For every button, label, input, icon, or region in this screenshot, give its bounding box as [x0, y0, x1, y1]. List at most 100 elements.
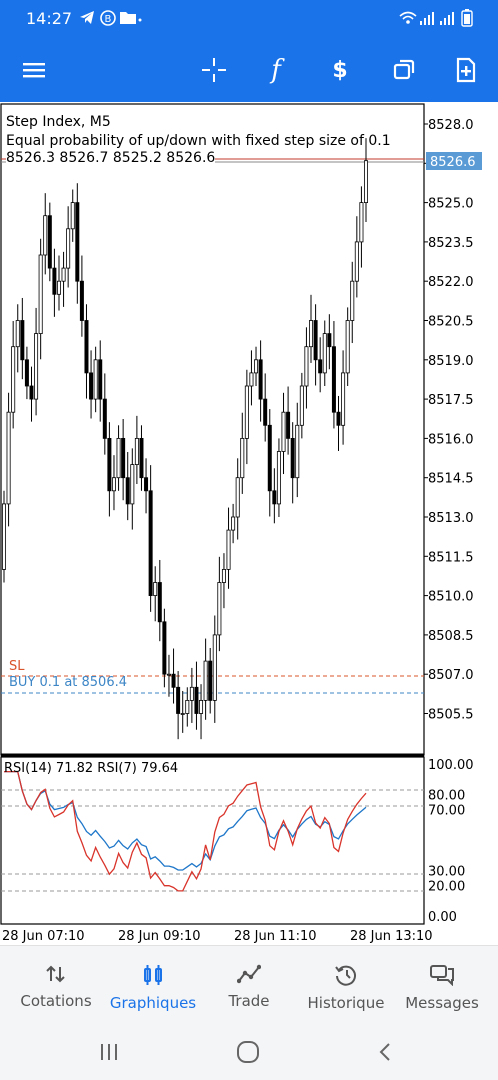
crosshair-button[interactable]: [196, 54, 232, 86]
nav-cotations[interactable]: Cotations: [14, 964, 98, 1010]
quotes-icon: [46, 965, 65, 983]
candle-body: [84, 320, 89, 374]
symbol-description: Equal probability of up/down with fixed …: [6, 133, 391, 149]
toolbar: f $: [0, 38, 498, 102]
candle-body: [194, 686, 199, 714]
rsi-title: RSI(14) 71.82 RSI(7) 79.64: [4, 761, 179, 776]
current-price-tag: [426, 152, 482, 170]
rsi-tick-label: 80.00: [428, 788, 465, 803]
charts-icon: [144, 965, 162, 985]
candle-body: [309, 320, 314, 348]
new-order-button[interactable]: [448, 54, 484, 86]
candle-body: [350, 280, 355, 321]
candle-body: [139, 437, 144, 479]
candle-body: [56, 280, 61, 295]
price-chart[interactable]: 8528.08526.58525.08523.58522.08520.58519…: [0, 102, 498, 945]
symbol-line: Step Index, M5: [6, 114, 111, 130]
candle-body: [272, 490, 277, 505]
candle-body: [226, 529, 231, 570]
chart-area[interactable]: 8528.08526.58525.08523.58522.08520.58519…: [0, 102, 498, 945]
candle-body: [208, 660, 213, 701]
nav-historique[interactable]: Historique: [302, 964, 390, 1012]
rsi-tick-label: 20.00: [428, 880, 465, 895]
candle-body: [212, 634, 217, 701]
candle-body: [102, 398, 107, 439]
candle-body: [2, 503, 7, 570]
price-tick-label: 8528.0: [428, 118, 474, 133]
candles-group: [2, 138, 368, 740]
candle-body: [89, 372, 94, 400]
price-tick-label: 8513.0: [428, 511, 474, 526]
rsi14-series: [4, 770, 367, 871]
nav-cotations-label: Cotations: [20, 992, 92, 1010]
crosshair-icon: [202, 58, 226, 82]
indicators-button[interactable]: f: [258, 54, 294, 86]
nav-graphiques[interactable]: Graphiques: [104, 964, 202, 1012]
candle-body: [125, 477, 130, 505]
function-icon: f: [271, 55, 281, 85]
home-button[interactable]: [228, 1037, 268, 1067]
candle-body: [171, 673, 176, 688]
price-tick-label: 8519.0: [428, 354, 474, 369]
candle-body: [286, 411, 291, 439]
candle-body: [345, 320, 350, 374]
candle-body: [244, 385, 249, 439]
windows-button[interactable]: [386, 54, 422, 86]
candle-body: [166, 673, 171, 676]
candle-body: [235, 477, 240, 518]
candle-body: [203, 660, 208, 701]
candle-body: [258, 359, 263, 400]
candle-body: [231, 516, 236, 531]
candle-body: [70, 202, 75, 230]
menu-button[interactable]: [16, 54, 52, 86]
candle-body: [318, 359, 323, 374]
candle-body: [327, 333, 332, 348]
nav-trade[interactable]: Trade: [218, 964, 280, 1010]
current-price-value: 8526.6: [430, 155, 476, 170]
candle-body: [107, 437, 112, 492]
candle-body: [148, 490, 153, 596]
back-button[interactable]: [366, 1037, 406, 1067]
candle-body: [290, 437, 295, 479]
rsi-tick-label: 30.00: [428, 864, 465, 879]
candle-body: [189, 686, 194, 701]
rsi-panel-frame: [0, 756, 425, 925]
sl-label: SL: [9, 659, 25, 674]
back-icon: [379, 1043, 390, 1061]
recent-apps-icon: [101, 1044, 117, 1060]
windows-icon: [393, 59, 415, 80]
time-tick-label: 28 Jun 11:10: [234, 929, 317, 944]
dollar-arrows-icon: $: [332, 57, 348, 83]
price-tick-label: 8507.0: [428, 668, 474, 683]
trade-button[interactable]: $: [322, 54, 358, 86]
candle-body: [34, 333, 39, 400]
telegram-icon: B: [80, 10, 142, 26]
price-tick-label: 8517.5: [428, 393, 474, 408]
nav-graphiques-label: Graphiques: [109, 994, 197, 1012]
candle-body: [313, 320, 318, 361]
time-tick-label: 28 Jun 09:10: [118, 929, 201, 944]
candle-body: [11, 346, 16, 413]
nav-historique-label: Historique: [307, 994, 385, 1012]
home-icon: [237, 1041, 259, 1063]
candle-body: [180, 713, 185, 715]
rsi-tick-label: 100.00: [428, 758, 474, 773]
recent-apps-button[interactable]: [89, 1037, 129, 1067]
bottom-navigation: Cotations Graphiques Trade Historique Me…: [0, 945, 498, 1024]
nav-messages[interactable]: Messages: [400, 964, 484, 1012]
rsi-tick-label: 0.00: [428, 910, 457, 925]
candle-body: [263, 398, 268, 426]
candle-body: [199, 700, 204, 714]
candle-body: [134, 437, 139, 465]
price-tick-label: 8514.5: [428, 472, 474, 487]
candle-body: [93, 359, 98, 400]
candle-body: [185, 700, 190, 714]
nav-messages-label: Messages: [405, 994, 479, 1012]
price-tick-label: 8511.5: [428, 550, 474, 565]
system-status-icons: [398, 9, 480, 31]
price-tick-label: 8508.5: [428, 629, 474, 644]
time-axis: 28 Jun 07:10 28 Jun 09:10 28 Jun 11:10 28 J…: [2, 929, 433, 944]
price-tick-label: 8525.0: [428, 197, 474, 212]
buy-label: BUY 0.1 at 8506.4: [9, 675, 127, 690]
